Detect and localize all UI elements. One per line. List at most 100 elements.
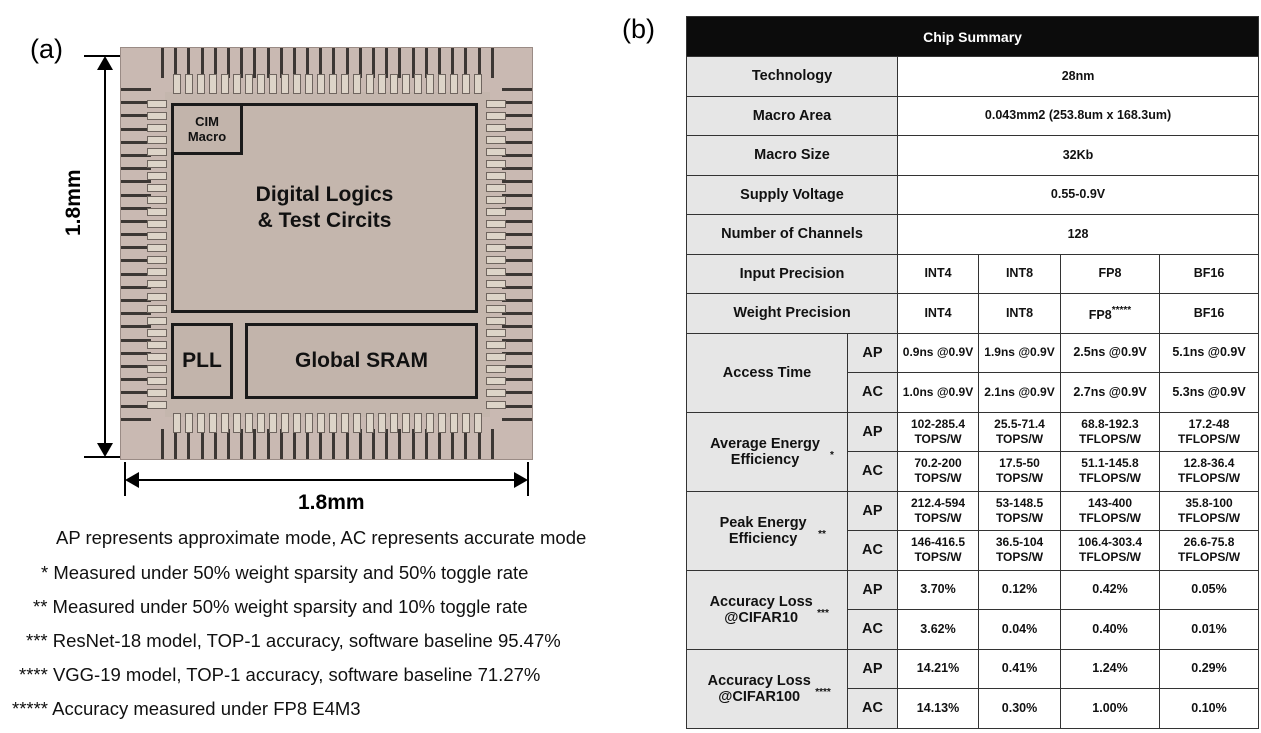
row-label-technology: Technology (686, 56, 898, 97)
bond-wire (121, 272, 151, 276)
channels-value: 128 (896, 214, 1260, 255)
dim-line-horizontal (136, 479, 517, 481)
peak-eff-label: Peak Energy Efficiency (719, 514, 807, 547)
bond-wire (121, 285, 151, 289)
bond-wire (187, 429, 191, 459)
table-cell: 143-400 TFLOPS/W (1060, 490, 1160, 531)
bond-pad (413, 413, 422, 433)
panel-a-label: (a) (30, 34, 63, 64)
bond-wire (240, 48, 244, 78)
bond-pad (147, 340, 167, 349)
bond-pad (197, 74, 206, 94)
table-cell: 17.5-50 TOPS/W (978, 451, 1061, 492)
bond-pad (173, 413, 181, 433)
bond-pad (147, 172, 167, 181)
bond-pad (147, 220, 167, 229)
bond-wire (161, 429, 164, 459)
bond-pad (147, 316, 167, 325)
bond-pad (147, 292, 167, 301)
bond-wire (490, 48, 494, 78)
bond-wire (502, 391, 532, 395)
mode-ap: AP (847, 411, 898, 452)
bond-pad (486, 244, 506, 253)
table-cell: INT8 (978, 253, 1061, 294)
bond-pad (147, 232, 167, 241)
arrow-right-icon (514, 472, 528, 488)
bond-pad (461, 413, 470, 433)
mode-ac: AC (847, 372, 898, 413)
bond-wire (161, 48, 164, 78)
table-cell: 0.40% (1060, 609, 1160, 650)
table-cell: 0.01% (1158, 609, 1260, 650)
bond-wire (121, 88, 151, 91)
bond-pad (245, 413, 254, 433)
bond-wire (502, 299, 532, 302)
footnote-mark: ** (818, 528, 826, 540)
bond-pad (147, 100, 167, 108)
bond-wire (477, 429, 481, 459)
mode-ac: AC (847, 688, 898, 729)
bond-wire (502, 259, 532, 263)
bond-pad (486, 160, 506, 169)
bond-pad (317, 413, 326, 433)
bond-pad (377, 413, 386, 433)
table-cell: 0.10% (1158, 688, 1260, 729)
bond-pad (281, 74, 290, 94)
bond-wire (253, 48, 257, 78)
dim-tick-right (527, 462, 529, 496)
bond-pad (401, 74, 410, 94)
bond-wire (121, 180, 151, 184)
bond-wire (121, 259, 151, 263)
bond-wire (121, 246, 151, 250)
bond-pad (437, 74, 446, 94)
bond-wire (502, 351, 532, 355)
bond-wire (121, 153, 151, 157)
bond-wire (121, 378, 151, 382)
table-cell: 212.4-594 TOPS/W (897, 490, 979, 531)
bond-wire (502, 285, 532, 289)
macro-size-value: 32Kb (896, 135, 1260, 176)
table-cell: 12.8-36.4 TFLOPS/W (1158, 451, 1260, 492)
table-cell: 36.5-104 TOPS/W (978, 530, 1061, 571)
bond-pad (209, 413, 218, 433)
chip-summary-table: Chip Summary Technology 28nm Macro Area … (685, 16, 1260, 729)
bond-pad (147, 268, 167, 277)
bond-pad (486, 316, 506, 325)
bond-pad (473, 413, 482, 433)
bond-wire (411, 48, 415, 78)
bond-wire (121, 233, 151, 237)
bond-wire (345, 48, 349, 78)
pll-label: PLL (182, 349, 222, 372)
bond-pad (486, 220, 506, 229)
table-cell: 51.1-145.8 TFLOPS/W (1060, 451, 1160, 492)
bond-wire (121, 299, 151, 302)
pad-ring-bottom (173, 413, 482, 433)
bond-wires-bottom (161, 429, 494, 459)
table-cell: 68.8-192.3 TFLOPS/W (1060, 411, 1160, 452)
bond-wire (502, 101, 532, 105)
bond-wire (121, 417, 151, 421)
bond-wire (502, 114, 532, 118)
bond-pad (425, 74, 434, 94)
bond-wire (424, 48, 428, 78)
mode-ap: AP (847, 332, 898, 373)
bond-wire (437, 429, 441, 459)
bond-wire (213, 429, 217, 459)
bond-pad (486, 292, 506, 301)
bond-pad (209, 74, 218, 94)
bond-wire (437, 48, 441, 78)
bond-pad (269, 413, 278, 433)
mode-ac: AC (847, 609, 898, 650)
bond-pad (257, 413, 266, 433)
bond-wire (319, 48, 323, 78)
bond-wire (292, 429, 296, 459)
pad-ring-top (173, 74, 482, 94)
note-mode-definition: AP represents approximate mode, AC repre… (56, 527, 587, 548)
bond-wire (372, 429, 375, 459)
bond-wire (502, 219, 532, 223)
bond-pad (425, 413, 434, 433)
table-cell: 0.12% (978, 569, 1061, 610)
bond-pad (353, 74, 362, 94)
bond-wire (174, 429, 178, 459)
bond-wire (451, 48, 455, 78)
